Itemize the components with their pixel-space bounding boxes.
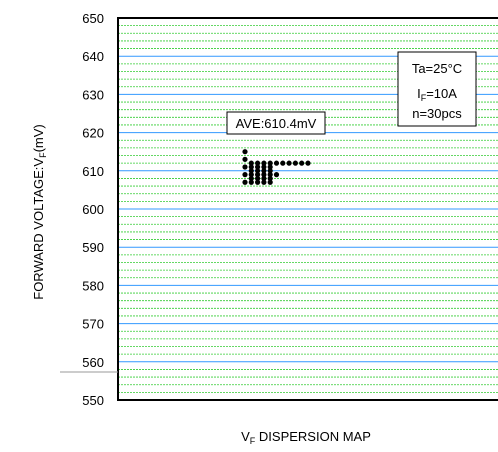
y-tick-label: 620 — [82, 126, 104, 141]
data-point — [255, 179, 261, 185]
data-point — [286, 160, 292, 166]
y-tick-label: 610 — [82, 164, 104, 179]
data-point — [255, 172, 261, 178]
condition-current-sub: F — [421, 93, 427, 103]
data-point — [273, 160, 280, 166]
data-point — [261, 164, 267, 170]
y-axis-label-sub: F — [38, 152, 48, 158]
data-point — [242, 172, 248, 178]
data-point — [273, 172, 280, 178]
data-point — [267, 179, 273, 185]
x-axis-label: VF DISPERSION MAP — [241, 429, 371, 446]
data-points — [242, 149, 311, 185]
conditions-box — [397, 51, 477, 127]
condition-count: n=30pcs — [412, 106, 462, 121]
y-axis-label: FORWARD VOLTAGE:VF(mV) — [31, 124, 48, 300]
data-point — [255, 168, 261, 174]
data-point — [242, 149, 248, 155]
data-point — [267, 160, 273, 166]
condition-temperature: Ta=25°C — [412, 61, 462, 76]
data-point — [305, 160, 311, 166]
data-point — [255, 160, 261, 166]
y-tick-label: 600 — [82, 202, 104, 217]
y-tick-label: 590 — [82, 240, 104, 255]
data-point — [261, 175, 267, 182]
data-point — [261, 172, 267, 178]
data-point — [267, 168, 273, 174]
data-point — [261, 168, 267, 174]
data-point — [242, 179, 248, 185]
data-point — [267, 172, 273, 178]
y-tick-label: 630 — [82, 87, 104, 102]
y-axis-label-rest: (mV) — [31, 124, 46, 152]
data-point — [248, 175, 254, 182]
data-point — [261, 160, 267, 166]
condition-current-rest: =10A — [426, 86, 457, 101]
y-tick-label: 580 — [82, 278, 104, 293]
y-axis-label-main: FORWARD VOLTAGE:V — [31, 158, 46, 300]
x-axis-label-sub: F — [250, 436, 256, 446]
data-point — [299, 160, 305, 166]
data-point — [267, 175, 273, 182]
data-point — [248, 160, 254, 166]
data-point — [248, 168, 254, 174]
y-tick-label: 570 — [82, 317, 104, 332]
data-point — [242, 156, 248, 162]
data-point — [280, 160, 286, 166]
data-point — [242, 164, 248, 170]
average-annotation: AVE:610.4mV — [226, 111, 326, 135]
condition-current: IF=10A — [417, 86, 457, 103]
data-point — [248, 164, 254, 170]
x-axis-label-main: V — [241, 429, 250, 444]
average-label: AVE:610.4mV — [236, 116, 317, 131]
y-tick-label: 640 — [82, 49, 104, 64]
data-point — [255, 164, 261, 170]
data-point — [261, 179, 267, 185]
data-point — [267, 164, 273, 170]
data-point — [248, 172, 254, 178]
y-tick-labels: 550 560 570 580 590 600 610 620 630 640 650 — [82, 11, 104, 408]
average-box — [226, 111, 326, 135]
conditions-annotation: Ta=25°C IF=10A n=30pcs — [397, 51, 477, 127]
y-tick-label: 560 — [82, 355, 104, 370]
y-tick-label: 650 — [82, 11, 104, 26]
y-tick-label: 550 — [82, 393, 104, 408]
x-axis-label-rest: DISPERSION MAP — [255, 429, 371, 444]
data-point — [248, 179, 254, 185]
condition-current-main: I — [417, 86, 421, 101]
data-point — [292, 160, 298, 166]
data-point — [255, 175, 261, 182]
